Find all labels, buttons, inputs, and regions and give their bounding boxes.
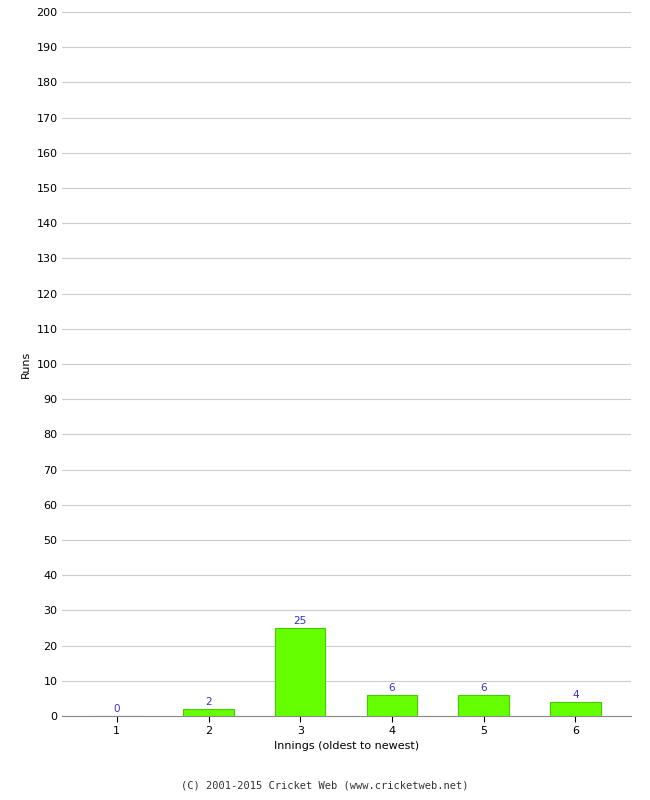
Text: (C) 2001-2015 Cricket Web (www.cricketweb.net): (C) 2001-2015 Cricket Web (www.cricketwe…	[181, 781, 469, 790]
Text: 0: 0	[114, 704, 120, 714]
Text: 6: 6	[480, 683, 487, 693]
Text: 4: 4	[572, 690, 578, 700]
Text: 6: 6	[389, 683, 395, 693]
Bar	[275, 628, 326, 716]
Bar	[551, 702, 601, 716]
X-axis label: Innings (oldest to newest): Innings (oldest to newest)	[274, 742, 419, 751]
Text: 2: 2	[205, 697, 212, 707]
Bar	[458, 695, 509, 716]
Bar	[367, 695, 417, 716]
Bar	[183, 709, 234, 716]
Y-axis label: Runs: Runs	[21, 350, 31, 378]
Text: 25: 25	[294, 616, 307, 626]
